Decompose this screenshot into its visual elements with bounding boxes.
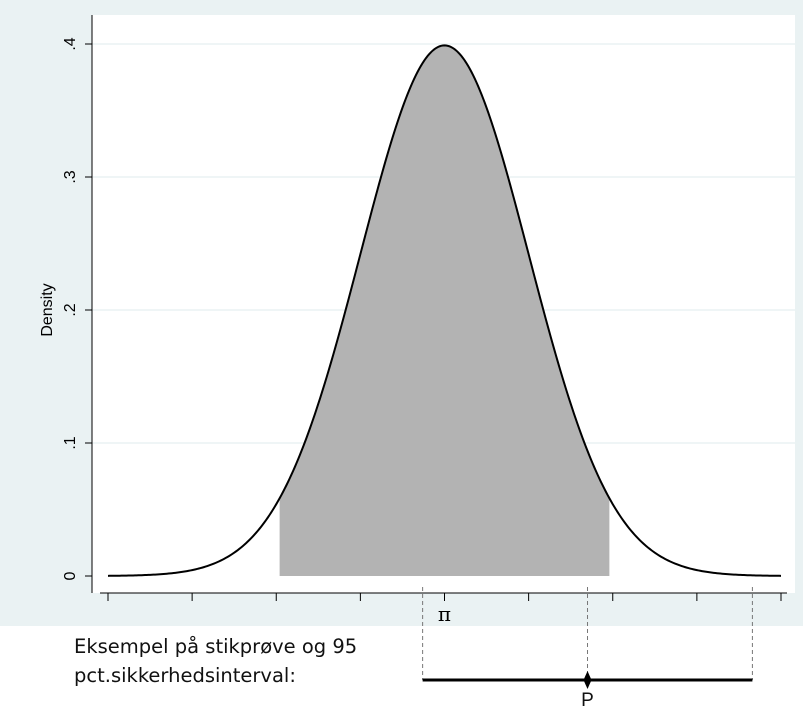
point-marker — [583, 671, 592, 689]
caption-line-1: Eksempel på stikprøve og 95 — [74, 635, 358, 658]
y-tick-label: .2 — [62, 303, 79, 316]
y-tick-label: .1 — [62, 436, 79, 449]
density-curve — [107, 44, 782, 577]
y-axis-label: Density — [39, 283, 56, 336]
point-label: P — [581, 690, 594, 711]
x-axis-ticks — [107, 593, 782, 601]
y-tick-label: 0 — [62, 571, 79, 580]
shaded-region — [279, 45, 610, 577]
y-tick-label: .4 — [62, 37, 79, 50]
caption-line-2: pct.sikkerhedsinterval: — [74, 664, 296, 687]
y-axis-ticks: 0 .1 .2 .3 .4 — [62, 37, 92, 580]
center-label: π — [438, 602, 451, 626]
interval-caption: Eksempel på stikprøve og 95 pct.sikkerhe… — [74, 632, 357, 690]
y-tick-label: .3 — [62, 170, 79, 183]
confidence-interval — [422, 587, 753, 689]
